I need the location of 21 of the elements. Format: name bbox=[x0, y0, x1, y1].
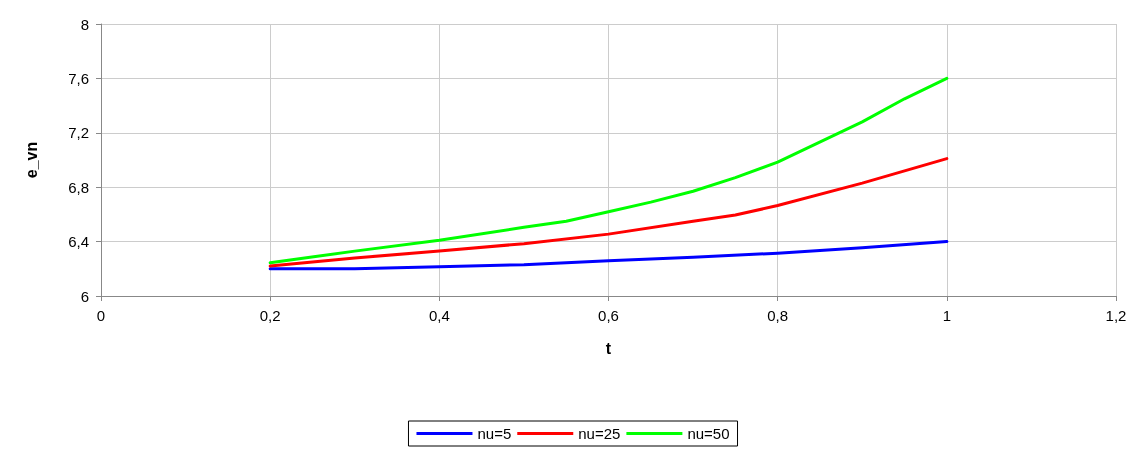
x-tick-label: 0,4 bbox=[428, 307, 450, 324]
x-tick-label: 0,8 bbox=[767, 307, 789, 324]
line-series bbox=[268, 157, 949, 268]
x-axis-title: t bbox=[605, 339, 612, 357]
y-tick-label: 8 bbox=[80, 15, 89, 33]
y-tick-label: 6 bbox=[80, 287, 89, 305]
y-tick-label: 6,4 bbox=[68, 233, 89, 251]
legend-label: nu=25 bbox=[578, 425, 621, 442]
legend-label: nu=5 bbox=[477, 425, 512, 442]
line-series bbox=[268, 76, 949, 265]
line-series bbox=[268, 240, 949, 271]
x-tick-label: 1,2 bbox=[1105, 307, 1127, 324]
y-axis-title: e_vn bbox=[22, 141, 40, 179]
x-tick-label: 1 bbox=[942, 307, 952, 324]
x-tick-label: 0,6 bbox=[598, 307, 619, 324]
y-tick-label: 7,2 bbox=[68, 124, 89, 142]
x-tick-label: 0,2 bbox=[259, 307, 281, 324]
y-tick-label: 7,6 bbox=[68, 69, 89, 87]
legend-label: nu=50 bbox=[687, 425, 730, 442]
y-tick-label: 6,8 bbox=[68, 178, 89, 196]
x-tick-label: 0 bbox=[96, 307, 106, 324]
